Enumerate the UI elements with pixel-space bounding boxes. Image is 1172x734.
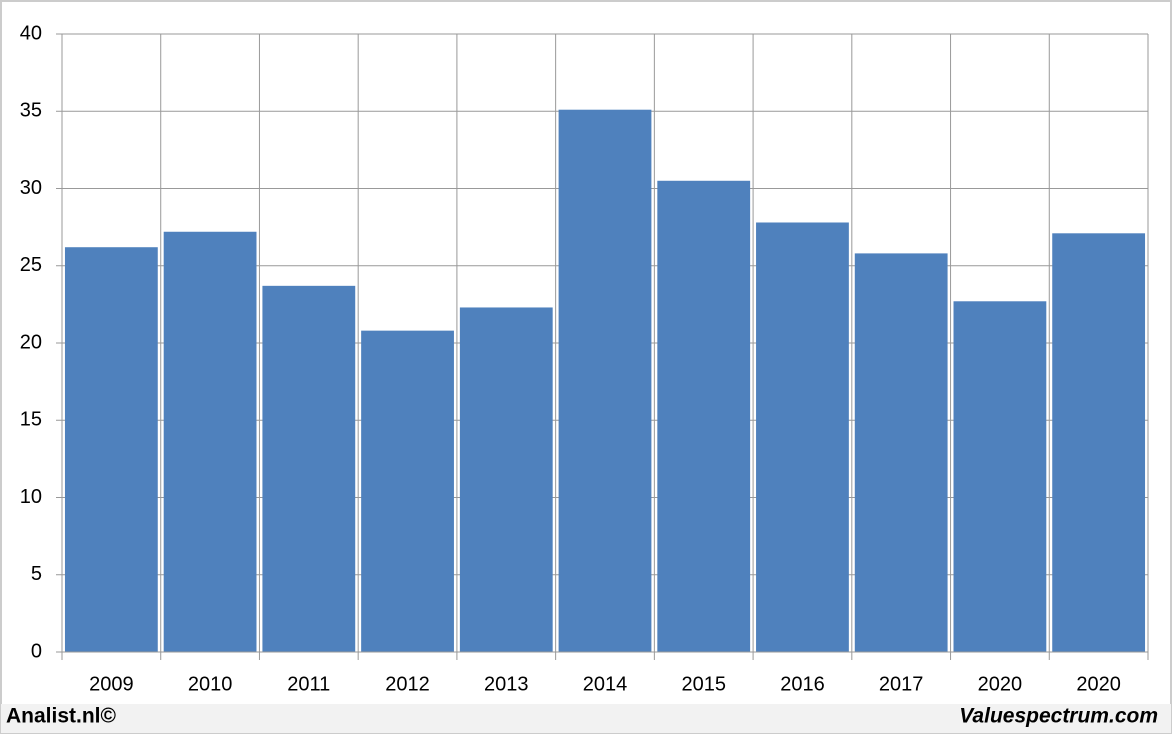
y-tick-label: 30: [20, 177, 42, 199]
bar: [64, 247, 158, 652]
footer-band: [1, 704, 1171, 733]
x-tick-label: 2016: [780, 673, 825, 695]
y-tick-label: 0: [31, 640, 42, 662]
y-tick-label: 25: [20, 254, 42, 276]
x-tick-label: 2020: [978, 673, 1023, 695]
x-tick-label: 2013: [484, 673, 529, 695]
x-tick-label: 2009: [89, 673, 134, 695]
y-tick-label: 10: [20, 486, 42, 508]
x-tick-label: 2014: [583, 673, 628, 695]
bar: [1052, 233, 1146, 652]
x-tick-label: 2012: [385, 673, 430, 695]
bar: [558, 109, 652, 652]
y-tick-label: 35: [20, 100, 42, 122]
x-tick-label: 2011: [287, 673, 330, 695]
footer-right: Valuespectrum.com: [959, 705, 1158, 728]
x-tick-label: 2010: [188, 673, 233, 695]
bar: [262, 285, 356, 652]
y-tick-label: 5: [31, 563, 42, 585]
x-tick-label: 2015: [681, 673, 726, 695]
bar: [756, 222, 849, 653]
x-tick-label: 2017: [879, 673, 924, 695]
y-tick-label: 20: [20, 331, 42, 353]
x-tick-label: 2020: [1076, 673, 1121, 695]
y-tick-label: 40: [20, 22, 42, 44]
bar: [657, 180, 751, 652]
bar: [854, 253, 948, 652]
bar: [459, 307, 553, 652]
y-tick-label: 15: [20, 409, 42, 431]
bar: [953, 301, 1047, 652]
bar: [163, 231, 257, 652]
footer-left: Analist.nl©: [6, 705, 117, 728]
bar: [361, 330, 454, 652]
